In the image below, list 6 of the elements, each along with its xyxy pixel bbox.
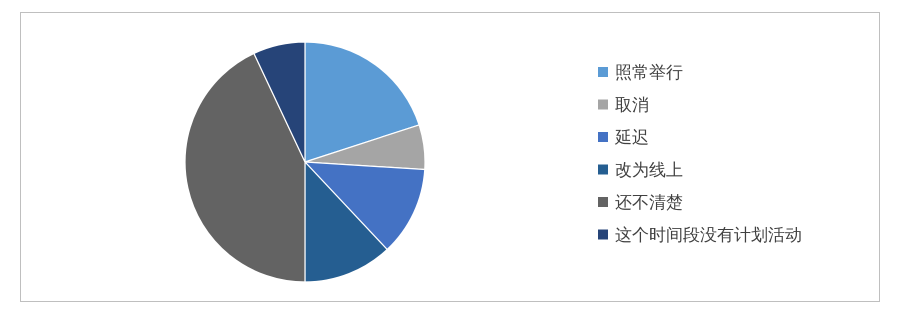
legend-label: 这个时间段没有计划活动 bbox=[615, 226, 802, 246]
legend-label: 延迟 bbox=[614, 128, 649, 148]
legend-label: 改为线上 bbox=[615, 160, 683, 180]
legend-label: 照常举行 bbox=[615, 63, 683, 83]
legend-label: 取消 bbox=[615, 96, 649, 116]
legend-label: 还不清楚 bbox=[615, 193, 683, 213]
